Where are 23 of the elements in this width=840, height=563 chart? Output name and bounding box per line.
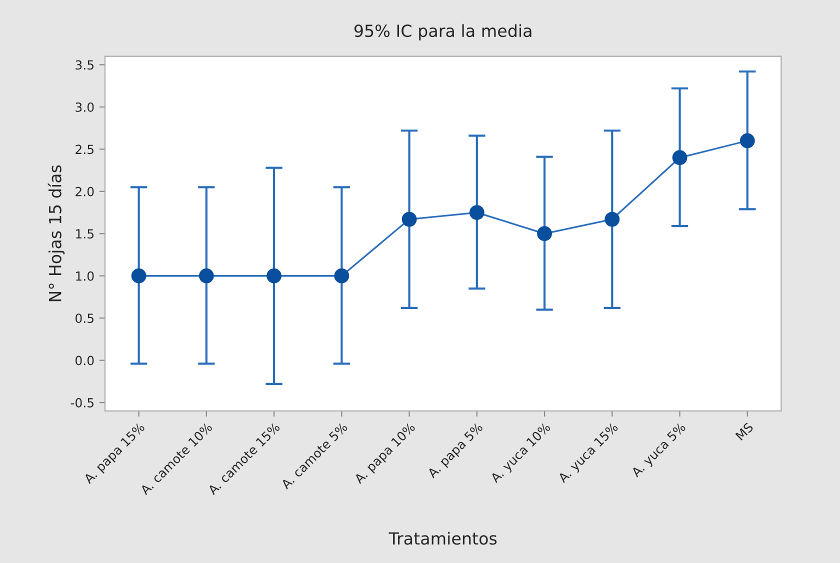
y-tick-label: 2.5	[76, 144, 94, 154]
y-tick-label: -0.5	[70, 398, 94, 408]
point	[604, 212, 620, 227]
point	[334, 268, 350, 284]
point	[672, 150, 688, 166]
point	[198, 268, 214, 284]
point	[469, 205, 484, 220]
x-tick-label: MS	[735, 422, 754, 441]
point	[266, 268, 282, 284]
y-tick-label: 0.5	[76, 314, 94, 324]
y-axis-title: N° Hojas 15 días	[48, 165, 65, 302]
y-tick-label: 3.0	[76, 102, 94, 112]
y-tick-label: 2.0	[76, 186, 94, 196]
point	[131, 268, 146, 284]
point	[402, 212, 417, 227]
y-tick-label: 0.0	[76, 356, 94, 366]
y-tick-label: 1.0	[76, 271, 94, 281]
chart-title: 95% IC para la media	[354, 24, 532, 40]
point	[740, 133, 755, 148]
point	[537, 226, 552, 242]
y-tick-label: 1.5	[76, 229, 94, 239]
y-tick-label: 3.5	[76, 60, 94, 70]
x-axis-title: Tratamientos	[388, 532, 497, 545]
